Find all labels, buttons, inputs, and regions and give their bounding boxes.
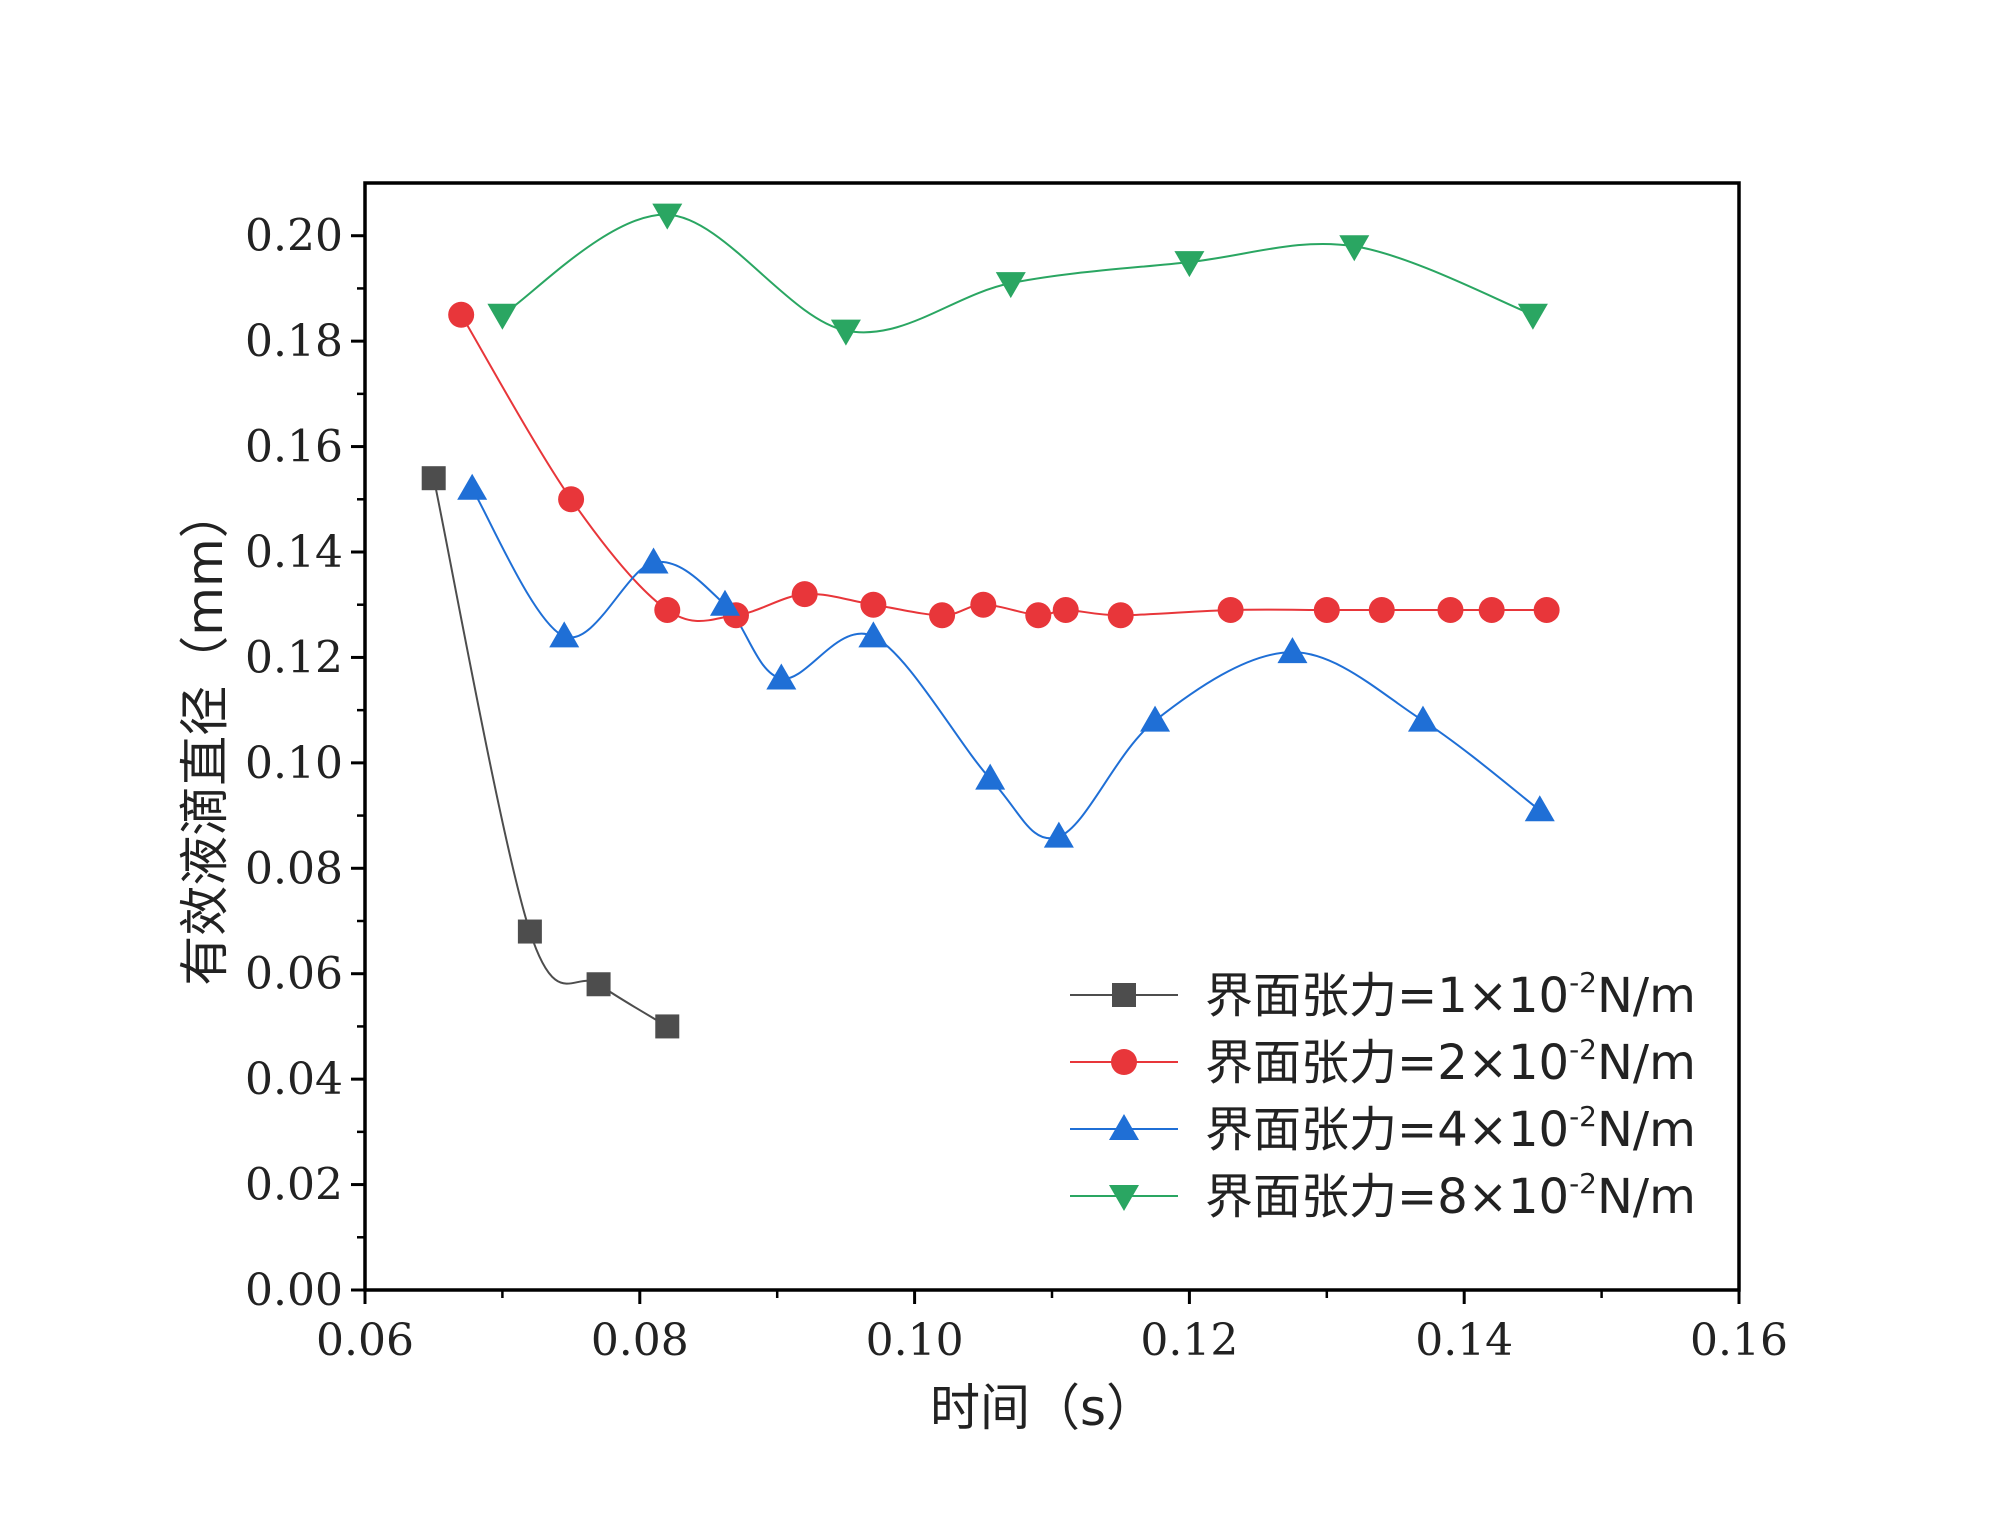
- y-tick-label: 0.08: [245, 843, 343, 894]
- legend-label-exponent: -2: [1569, 1033, 1597, 1066]
- data-point-series-3: [1043, 821, 1074, 848]
- data-point-series-3: [1524, 795, 1555, 822]
- legend-label-3: 界面张力=4×10-2N/m: [1205, 1100, 1696, 1158]
- legend-marker-4: [1109, 1185, 1139, 1211]
- x-tick-label: 0.06: [316, 1315, 414, 1366]
- x-tick-label: 0.12: [1140, 1315, 1238, 1366]
- x-tick-label: 0.14: [1415, 1315, 1513, 1366]
- y-tick-label: 0.06: [245, 949, 343, 1000]
- data-point-series-2: [970, 591, 997, 618]
- y-tick-label: 0.18: [245, 316, 343, 367]
- data-point-series-3: [549, 621, 580, 648]
- y-tick-label: 0.10: [245, 738, 343, 789]
- legend-label-base: 界面张力=8×10: [1205, 1169, 1569, 1225]
- data-point-series-4: [830, 319, 861, 346]
- legend-label-exponent: -2: [1569, 966, 1597, 999]
- x-tick-label: 0.08: [591, 1315, 689, 1366]
- legend-label-base: 界面张力=4×10: [1205, 1102, 1569, 1158]
- x-tick-label: 0.16: [1690, 1315, 1788, 1366]
- y-tick-label: 0.04: [245, 1054, 343, 1105]
- data-point-series-2: [448, 301, 475, 328]
- legend-label-base: 界面张力=2×10: [1205, 1035, 1569, 1091]
- data-point-series-3: [975, 763, 1006, 790]
- series-line-3: [471, 488, 1541, 840]
- data-point-series-3: [1140, 705, 1171, 732]
- y-tick-label: 0.00: [245, 1265, 343, 1316]
- data-point-series-1: [421, 466, 446, 491]
- data-point-series-2: [1025, 602, 1052, 629]
- series-markers: [421, 203, 1560, 1039]
- legend-label-unit: N/m: [1597, 1102, 1696, 1158]
- data-point-series-4: [1517, 303, 1548, 330]
- data-point-series-3: [766, 663, 797, 690]
- x-axis-title: 时间（s）: [930, 1379, 1156, 1437]
- data-point-series-3: [457, 473, 488, 500]
- data-point-series-2: [1478, 596, 1505, 623]
- legend-marker-2: [1111, 1049, 1137, 1075]
- legend-label-1: 界面张力=1×10-2N/m: [1205, 966, 1696, 1024]
- y-axis-title: 有效液滴直径（mm）: [176, 488, 234, 985]
- axes: 0.06 0.08 0.10 0.12 0.14 0.16 0.00 0.02 0.04 0.06…: [245, 211, 1788, 1366]
- data-point-series-2: [1217, 596, 1244, 623]
- data-point-series-4: [1174, 251, 1205, 278]
- data-point-series-2: [929, 602, 956, 629]
- legend-label-unit: N/m: [1597, 1169, 1696, 1225]
- data-point-series-2: [1052, 596, 1079, 623]
- legend-label-base: 界面张力=1×10: [1205, 968, 1569, 1024]
- data-point-series-3: [638, 547, 669, 574]
- data-point-series-2: [860, 591, 887, 618]
- legend-marker-1: [1112, 983, 1136, 1007]
- data-point-series-2: [791, 581, 818, 608]
- data-point-series-3: [709, 589, 740, 616]
- data-point-series-1: [655, 1014, 680, 1039]
- data-point-series-2: [1368, 596, 1395, 623]
- data-point-series-4: [652, 203, 683, 230]
- legend-label-unit: N/m: [1597, 1035, 1696, 1091]
- legend-label-2: 界面张力=2×10-2N/m: [1205, 1033, 1696, 1091]
- data-point-series-2: [558, 486, 585, 513]
- data-point-series-3: [858, 621, 889, 648]
- y-tick-label: 0.16: [245, 422, 343, 473]
- data-point-series-2: [1437, 596, 1464, 623]
- data-point-series-2: [654, 596, 681, 623]
- legend-label-exponent: -2: [1569, 1167, 1597, 1200]
- data-point-series-1: [586, 972, 611, 997]
- data-point-series-4: [995, 272, 1026, 299]
- data-point-series-1: [517, 919, 542, 944]
- legend: 界面张力=1×10-2N/m界面张力=2×10-2N/m界面张力=4×10-2N…: [1070, 966, 1696, 1225]
- y-tick-label: 0.12: [245, 632, 343, 683]
- x-tick-label: 0.10: [866, 1315, 964, 1366]
- data-point-series-2: [1533, 596, 1560, 623]
- y-tick-label: 0.02: [245, 1160, 343, 1211]
- data-point-series-4: [1339, 235, 1370, 262]
- legend-label-4: 界面张力=8×10-2N/m: [1205, 1167, 1696, 1225]
- legend-marker-3: [1109, 1114, 1139, 1140]
- y-tick-label: 0.20: [245, 211, 343, 262]
- data-point-series-2: [1107, 602, 1134, 629]
- y-tick-label: 0.14: [245, 527, 343, 578]
- data-point-series-3: [1407, 705, 1438, 732]
- legend-label-unit: N/m: [1597, 968, 1696, 1024]
- data-point-series-3: [1277, 637, 1308, 664]
- legend-label-exponent: -2: [1569, 1100, 1597, 1133]
- data-point-series-4: [487, 303, 518, 330]
- data-point-series-2: [1313, 596, 1340, 623]
